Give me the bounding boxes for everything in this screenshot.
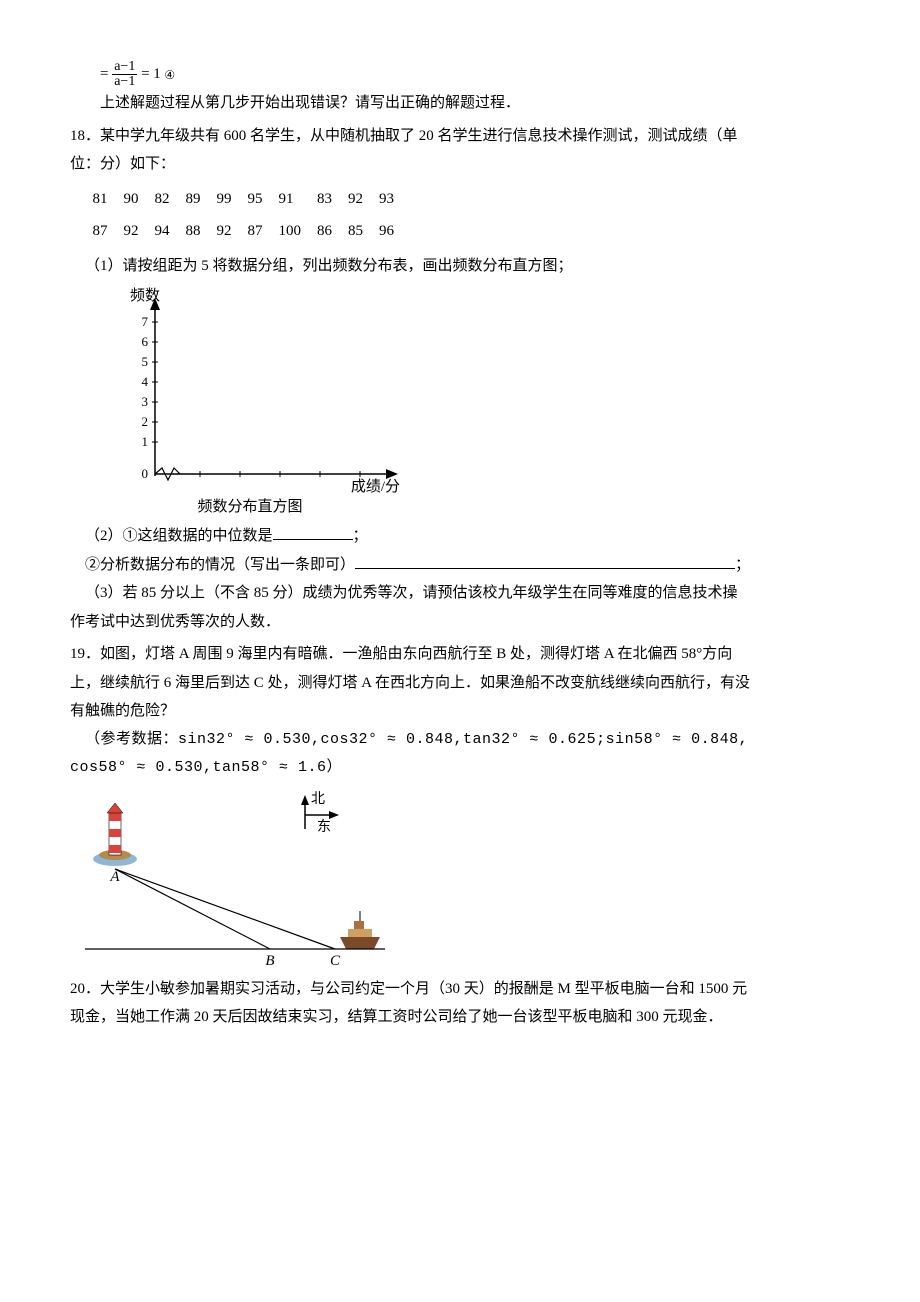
q19-ref2: cos58° ≈ 0.530,tan58° ≈ 1.6） bbox=[70, 754, 850, 783]
cell: 94 bbox=[155, 215, 186, 248]
cell: 100 bbox=[279, 215, 318, 248]
label-B: B bbox=[265, 953, 274, 969]
q18-part2-2: ②分析数据分布的情况（写出一条即可） ； bbox=[70, 551, 850, 580]
q19-line3: 有触礁的危险？ bbox=[70, 697, 850, 726]
q18-p2-prefix: （2） bbox=[85, 528, 123, 544]
ytick: 5 bbox=[142, 354, 149, 369]
q20-l1: 大学生小敏参加暑期实习活动，与公司约定一个月（30 天）的报酬是 M 型平板电脑… bbox=[100, 981, 747, 997]
q19-line1: 19．如图，灯塔 A 周围 9 海里内有暗礁．一渔船由东向西航行至 B 处，测得… bbox=[70, 640, 850, 669]
table-row: 81 90 82 89 99 95 91 83 92 93 bbox=[93, 183, 411, 216]
cell: 83 bbox=[317, 183, 348, 216]
q18-histogram-figure: 频数 7 6 5 4 3 2 1 0 bbox=[100, 286, 850, 516]
q19-line2: 上，继续航行 6 海里后到达 C 处，测得灯塔 A 在西北方向上．如果渔船不改变… bbox=[70, 669, 850, 698]
q18-data-table: 81 90 82 89 99 95 91 83 92 93 87 92 94 8… bbox=[93, 183, 411, 248]
blank-analysis bbox=[355, 551, 735, 569]
cell: 99 bbox=[217, 183, 248, 216]
circled-2: ② bbox=[85, 557, 100, 573]
cell: 91 bbox=[279, 183, 318, 216]
x-axis-arrow-icon bbox=[386, 469, 398, 479]
ytick: 0 bbox=[142, 466, 149, 481]
cell: 90 bbox=[124, 183, 155, 216]
ytick: 1 bbox=[142, 434, 149, 449]
cell: 92 bbox=[124, 215, 155, 248]
q17-equation-line: = a−1 a−1 = 1④ bbox=[70, 60, 850, 89]
q19-l1: 如图，灯塔 A 周围 9 海里内有暗礁．一渔船由东向西航行至 B 处，测得灯塔 … bbox=[100, 646, 732, 662]
circled-1: ① bbox=[123, 528, 138, 544]
ytick: 2 bbox=[142, 414, 149, 429]
q18-number: 18． bbox=[70, 128, 100, 144]
cell: 88 bbox=[186, 215, 217, 248]
label-C: C bbox=[330, 953, 341, 969]
q20: 20．大学生小敏参加暑期实习活动，与公司约定一个月（30 天）的报酬是 M 型平… bbox=[70, 975, 850, 1032]
q18-part2-1: （2）①这组数据的中位数是 ； bbox=[70, 522, 850, 551]
ytick: 7 bbox=[142, 314, 149, 329]
boat-icon bbox=[340, 911, 380, 949]
ytick: 6 bbox=[142, 334, 149, 349]
compass-icon: 北 东 bbox=[301, 791, 339, 835]
q19-number: 19． bbox=[70, 646, 100, 662]
q18-stem-line1: 18．某中学九年级共有 600 名学生，从中随机抽取了 20 名学生进行信息技术… bbox=[70, 122, 850, 151]
frac-den: a−1 bbox=[112, 75, 137, 89]
q18-p2-2-tail: ； bbox=[735, 557, 750, 573]
cell: 86 bbox=[317, 215, 348, 248]
cell: 85 bbox=[348, 215, 379, 248]
q19-svg: 北 东 A bbox=[85, 789, 405, 969]
q20-line2: 现金，当她工作满 20 天后因故结束实习，结算工资时公司给了她一台该型平板电脑和… bbox=[70, 1003, 850, 1032]
cell: 89 bbox=[186, 183, 217, 216]
q18-part1: （1）请按组距为 5 将数据分组，列出频数分布表，画出频数分布直方图； bbox=[70, 252, 850, 281]
q19: 19．如图，灯塔 A 周围 9 海里内有暗礁．一渔船由东向西航行至 B 处，测得… bbox=[70, 640, 850, 969]
eq-prefix: = bbox=[100, 66, 112, 82]
cell: 87 bbox=[248, 215, 279, 248]
q18-stem-line2: 位：分）如下： bbox=[70, 150, 850, 179]
q19-diagram: 北 东 A bbox=[85, 789, 850, 969]
cell: 82 bbox=[155, 183, 186, 216]
line-AB bbox=[115, 869, 270, 949]
page: = a−1 a−1 = 1④ 上述解题过程从第几步开始出现错误？请写出正确的解题… bbox=[0, 0, 920, 1092]
cell: 93 bbox=[379, 183, 410, 216]
ytick: 3 bbox=[142, 394, 149, 409]
q20-line1: 20．大学生小敏参加暑期实习活动，与公司约定一个月（30 天）的报酬是 M 型平… bbox=[70, 975, 850, 1004]
q20-number: 20． bbox=[70, 981, 100, 997]
q18-part3-l2: 作考试中达到优秀等次的人数． bbox=[70, 608, 850, 637]
q18: 18．某中学九年级共有 600 名学生，从中随机抽取了 20 名学生进行信息技术… bbox=[70, 122, 850, 637]
cell: 81 bbox=[93, 183, 124, 216]
frac-num: a−1 bbox=[112, 60, 137, 75]
histogram-svg: 频数 7 6 5 4 3 2 1 0 bbox=[100, 286, 420, 516]
compass-north: 北 bbox=[311, 791, 325, 807]
cell: 96 bbox=[379, 215, 410, 248]
eq-suffix: = 1 bbox=[141, 66, 161, 82]
cell: 87 bbox=[93, 215, 124, 248]
q17-followup: 上述解题过程从第几步开始出现错误？请写出正确的解题过程． bbox=[70, 89, 850, 118]
compass-east: 东 bbox=[317, 819, 331, 835]
chart-caption: 频数分布直方图 bbox=[197, 498, 302, 515]
step-4-marker: ④ bbox=[162, 67, 178, 83]
cell: 92 bbox=[348, 183, 379, 216]
blank-median bbox=[273, 523, 353, 541]
q18-part3-l1: （3）若 85 分以上（不含 85 分）成绩为优秀等次，请预估该校九年级学生在同… bbox=[70, 579, 850, 608]
lighthouse-icon bbox=[93, 803, 137, 866]
x-axis-label: 成绩/分 bbox=[351, 478, 400, 495]
q18-p2-1-text: 这组数据的中位数是 bbox=[138, 528, 273, 544]
cell: 95 bbox=[248, 183, 279, 216]
q19-ref1: （参考数据：sin32° ≈ 0.530,cos32° ≈ 0.848,tan3… bbox=[70, 726, 850, 755]
ytick: 4 bbox=[142, 374, 149, 389]
line-AC bbox=[115, 869, 335, 949]
fraction: a−1 a−1 bbox=[112, 60, 137, 89]
cell: 92 bbox=[217, 215, 248, 248]
table-row: 87 92 94 88 92 87 100 86 85 96 bbox=[93, 215, 411, 248]
q18-p2-2-text: 分析数据分布的情况（写出一条即可） bbox=[100, 557, 355, 573]
q18-stem1: 某中学九年级共有 600 名学生，从中随机抽取了 20 名学生进行信息技术操作测… bbox=[100, 128, 738, 144]
q18-p2-1-tail: ； bbox=[353, 528, 368, 544]
